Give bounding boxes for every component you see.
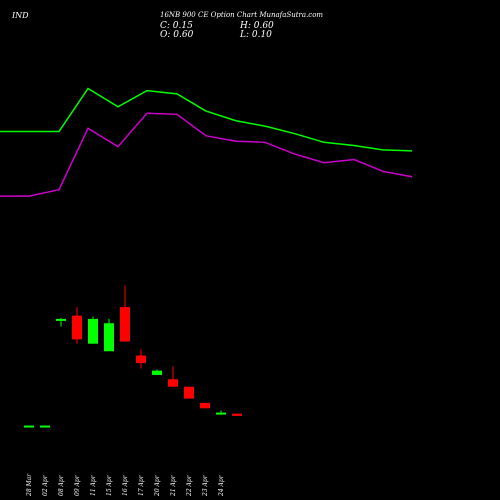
x-tick-label: 24 Apr <box>218 474 225 497</box>
x-tick-label: 11 Apr <box>90 474 97 496</box>
x-tick-label: 09 Apr <box>74 474 81 496</box>
x-tick-label: 17 Apr <box>138 474 145 496</box>
upper-band-line <box>0 87 413 152</box>
lower-band-line <box>0 112 413 197</box>
candle-body <box>168 379 178 387</box>
x-tick-label: 20 Apr <box>154 474 161 497</box>
open-value: O: 0.60 <box>160 30 194 40</box>
chart-subtitle: 16NB 900 CE Option Chart MunafaSutra.com <box>160 11 324 19</box>
x-tick-label: 28 Mar <box>26 473 33 497</box>
candle-body <box>120 307 130 342</box>
x-tick-label: 22 Apr <box>186 474 193 497</box>
candle-body <box>232 413 242 416</box>
candle-body <box>200 402 210 409</box>
high-value: H: 0.60 <box>240 21 274 31</box>
symbol-label: IND <box>12 11 29 20</box>
candle-body <box>152 370 162 375</box>
candle-body <box>56 318 66 321</box>
x-tick-label: 15 Apr <box>106 474 113 496</box>
low-value: L: 0.10 <box>240 30 272 40</box>
close-value: C: 0.15 <box>160 21 193 31</box>
x-tick-label: 23 Apr <box>202 474 209 497</box>
candle-body <box>216 412 226 415</box>
candle-body <box>88 318 98 344</box>
candle-body <box>104 323 114 352</box>
candle-body <box>136 355 146 364</box>
x-tick-label: 02 Apr <box>42 474 49 496</box>
candle-body <box>184 386 194 399</box>
candle-body <box>72 315 82 340</box>
x-tick-label: 08 Apr <box>58 474 65 496</box>
x-tick-label: 16 Apr <box>122 474 129 496</box>
x-tick-label: 21 Apr <box>170 474 177 497</box>
candle-body <box>40 425 50 428</box>
candle-body <box>24 425 34 428</box>
